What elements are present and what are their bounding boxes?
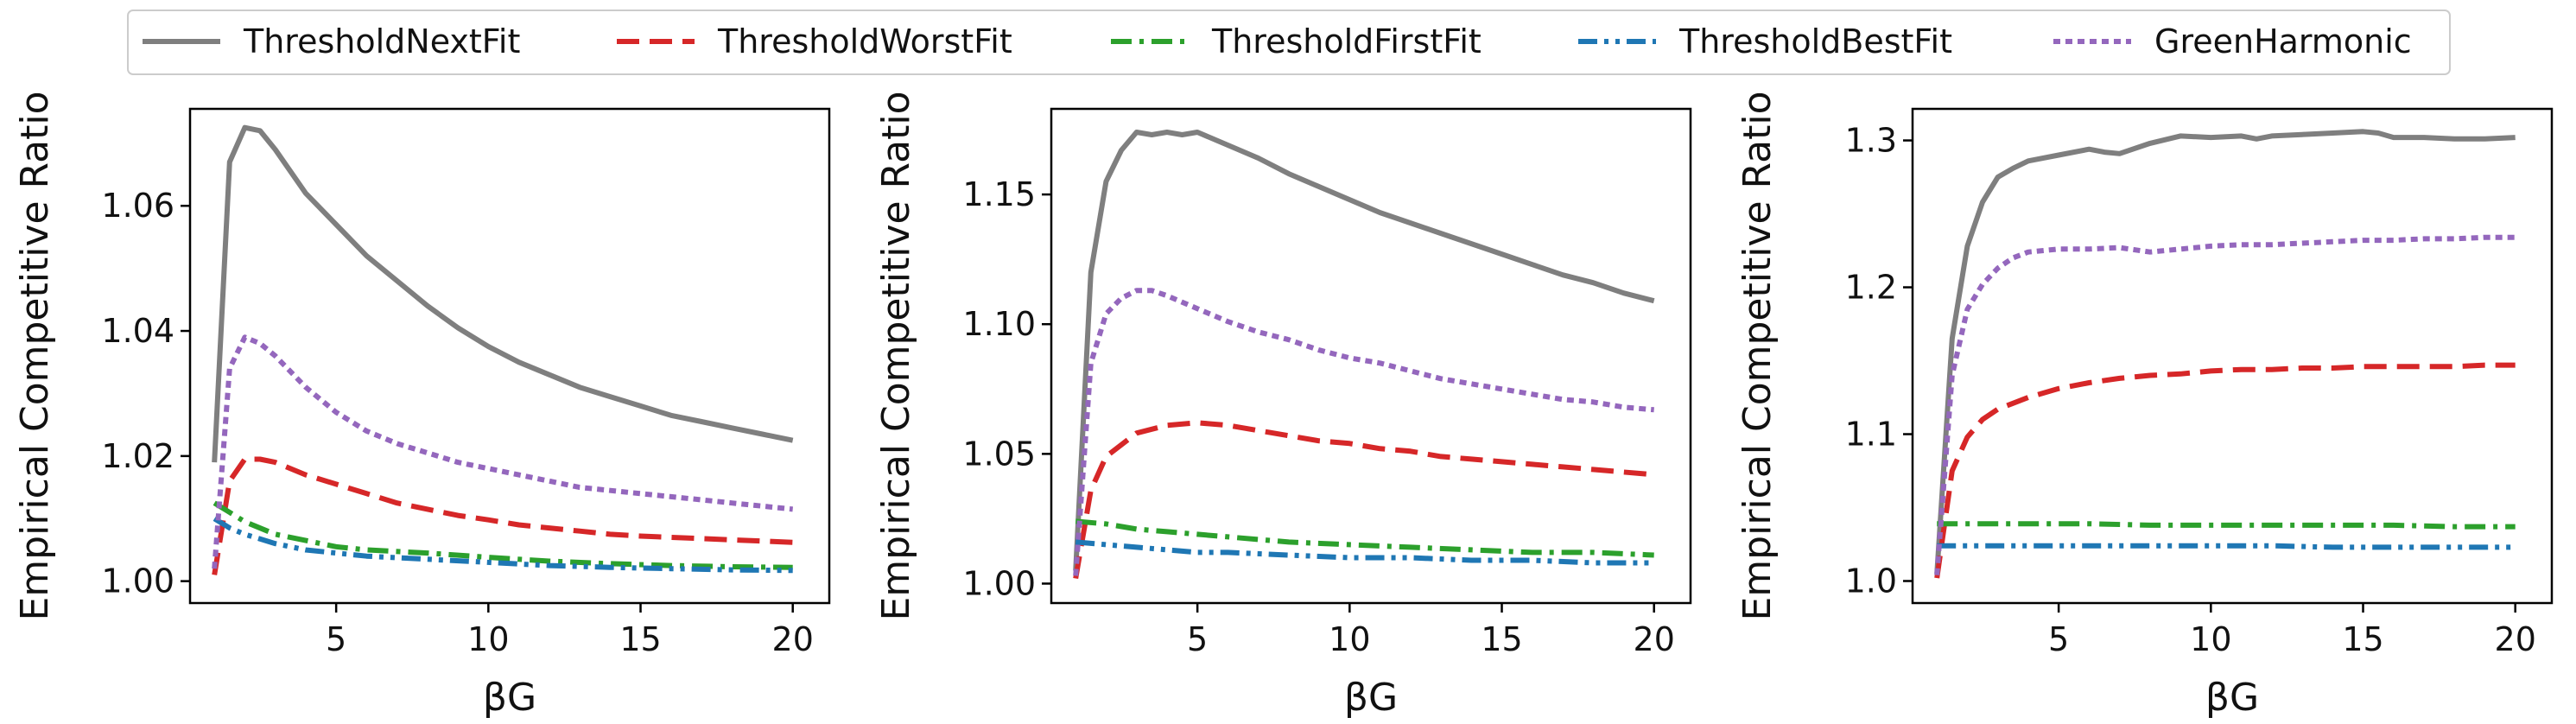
series-line <box>212 124 794 463</box>
axes-frame <box>188 107 831 605</box>
y-tick-label: 1.1 <box>1845 416 1897 454</box>
x-tick-label: 20 <box>772 620 814 658</box>
y-tick-label: 1.02 <box>101 437 174 475</box>
y-tick-label: 1.3 <box>1845 122 1897 160</box>
y-tick-label: 1.0 <box>1845 562 1897 600</box>
series-line <box>1073 420 1654 580</box>
series-line <box>212 334 794 569</box>
chart-panel-2: 5 10 15 20 1.00 1.05 1.10 1.15 βG Empirical Compe… <box>874 91 1692 720</box>
series-line <box>1075 539 1654 566</box>
series-line <box>1073 130 1655 571</box>
series-line <box>212 456 793 575</box>
x-axis-label: βG <box>2205 676 2259 720</box>
series-line <box>1934 234 2516 575</box>
series-line <box>213 516 793 574</box>
legend-entry: ThresholdNextFit <box>143 22 520 60</box>
legend-entry: ThresholdFirstFit <box>1111 22 1482 60</box>
series-group <box>1934 129 2516 579</box>
legend-frame <box>127 10 2451 75</box>
series-line <box>1075 518 1654 558</box>
legend-label: ThresholdBestFit <box>1678 22 1952 60</box>
x-axis-label: βG <box>1344 676 1398 720</box>
series-line <box>1073 288 1654 576</box>
x-tick-label: 20 <box>1634 620 1675 658</box>
y-tick-label: 1.05 <box>962 435 1036 473</box>
series-group <box>212 124 794 575</box>
series-line <box>213 500 793 570</box>
legend-entry: ThresholdBestFit <box>1578 22 1952 60</box>
y-tick-label: 1.2 <box>1845 269 1897 307</box>
y-tick-label: 1.00 <box>101 562 174 600</box>
y-axis-label: Empirical Competitive Ratio <box>874 91 918 620</box>
chart-panel-1: 5 10 15 20 1.00 1.02 1.04 1.06 βG Empirical Compe… <box>13 91 831 720</box>
series-line <box>1937 521 2516 530</box>
y-axis-label: Empirical Competitive Ratio <box>1735 91 1780 620</box>
legend: ThresholdNextFit ThresholdWorstFit Thresho… <box>127 10 2451 75</box>
y-tick-label: 1.06 <box>101 187 174 225</box>
y-axis-label: Empirical Competitive Ratio <box>13 91 57 620</box>
series-line <box>1934 129 2516 575</box>
series-group <box>1073 130 1655 580</box>
series-line <box>1934 362 2516 579</box>
x-tick-label: 5 <box>1187 620 1208 658</box>
y-tick-label: 1.15 <box>962 175 1036 213</box>
x-axis-label: βG <box>483 676 536 720</box>
x-tick-label: 5 <box>326 620 346 658</box>
y-tick-label: 1.10 <box>962 305 1036 343</box>
series-line <box>1937 543 2516 550</box>
chart-panel-3: 5 10 15 20 1.0 1.1 1.2 1.3 βG Empirical Competiti… <box>1735 91 2554 720</box>
legend-label: ThresholdFirstFit <box>1211 22 1482 60</box>
x-tick-label: 15 <box>2342 620 2383 658</box>
y-tick-label: 1.00 <box>962 564 1036 602</box>
chart-panels: 5 10 15 20 1.00 1.02 1.04 1.06 βG Empirical Compe… <box>13 91 2554 720</box>
x-tick-label: 20 <box>2495 620 2536 658</box>
x-tick-label: 15 <box>1481 620 1522 658</box>
legend-entry: GreenHarmonic <box>2053 22 2412 60</box>
axes-frame <box>1911 107 2554 605</box>
legend-label: GreenHarmonic <box>2154 22 2412 60</box>
legend-entry: ThresholdWorstFit <box>617 22 1012 60</box>
legend-label: ThresholdWorstFit <box>717 22 1012 60</box>
x-tick-label: 15 <box>619 620 661 658</box>
legend-label: ThresholdNextFit <box>243 22 520 60</box>
x-tick-label: 5 <box>2048 620 2069 658</box>
y-tick-label: 1.04 <box>101 312 174 350</box>
x-tick-label: 10 <box>2190 620 2231 658</box>
axes-frame <box>1050 107 1692 605</box>
x-tick-label: 10 <box>1329 620 1370 658</box>
x-tick-label: 10 <box>467 620 509 658</box>
